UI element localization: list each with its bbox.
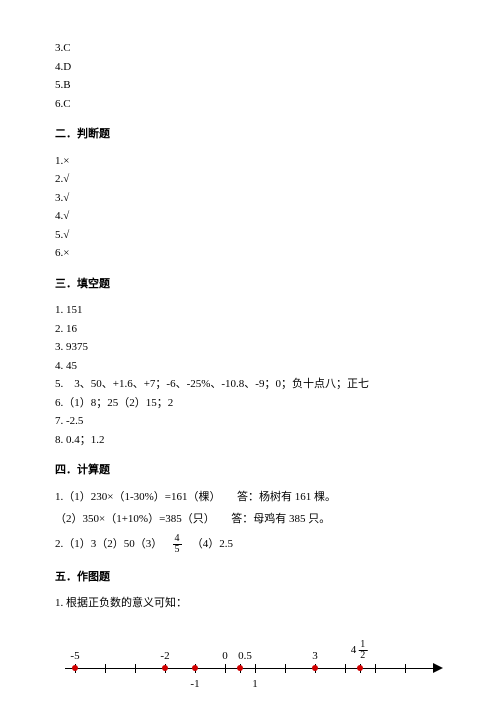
calc-line: 2.（1）3（2）50（3） 4 5 （4）2.5 xyxy=(55,534,445,555)
tick-label: 412 xyxy=(351,640,370,661)
answer-line: 6.C xyxy=(55,96,445,113)
fraction: 4 5 xyxy=(173,534,182,555)
tick-mark xyxy=(375,664,376,673)
answer-val: D xyxy=(63,61,71,73)
tick-label: 0.5 xyxy=(238,648,252,665)
judge-num: 5. xyxy=(55,229,63,241)
tick-label: 1 xyxy=(252,676,258,693)
answer-num: 6. xyxy=(55,98,63,110)
judge-block: 1.× 2.√ 3.√ 4.√ 5.√ 6.× xyxy=(55,153,445,262)
fill-line: 6.（1）8；25（2）15；2 xyxy=(55,395,445,412)
section-heading-judge: 二．判断题 xyxy=(55,126,445,143)
answer-val: C xyxy=(63,98,70,110)
answer-val: C xyxy=(63,42,70,54)
tick-label: 0 xyxy=(222,648,228,665)
tick-mark xyxy=(255,664,256,673)
judge-num: 3. xyxy=(55,192,63,204)
calc-line: （2）350×（1+10%）=385（只） 答：母鸡有 385 只。 xyxy=(55,511,445,528)
point-dot xyxy=(312,665,318,671)
tick-mark xyxy=(225,664,226,673)
judge-line: 4.√ xyxy=(55,208,445,225)
judge-num: 6. xyxy=(55,247,63,259)
tick-mark xyxy=(105,664,106,673)
calc-text: （4）2.5 xyxy=(186,538,233,550)
fraction-numerator: 4 xyxy=(173,534,182,545)
tick-mark xyxy=(345,664,346,673)
section-heading-calc: 四．计算题 xyxy=(55,462,445,479)
fill-line: 4. 45 xyxy=(55,358,445,375)
number-line-diagram: -5 -2 -1 0 0.51 3 412 xyxy=(55,630,445,700)
judge-num: 4. xyxy=(55,210,63,222)
fill-block: 1. 151 2. 16 3. 9375 4. 45 5. 3、50、+1.6、… xyxy=(55,302,445,448)
point-dot xyxy=(162,665,168,671)
fill-line: 3. 9375 xyxy=(55,339,445,356)
judge-val: × xyxy=(63,155,69,167)
answer-line: 3.C xyxy=(55,40,445,57)
draw-line: 1. 根据正负数的意义可知： xyxy=(55,595,445,612)
calc-block: 1.（1）230×（1-30%）=161（棵） 答：杨树有 161 棵。 （2）… xyxy=(55,489,445,555)
answer-num: 5. xyxy=(55,79,63,91)
fill-line: 2. 16 xyxy=(55,321,445,338)
judge-line: 2.√ xyxy=(55,171,445,188)
point-dot xyxy=(192,665,198,671)
judge-val: × xyxy=(63,247,69,259)
answer-val: B xyxy=(63,79,70,91)
tick-label: -1 xyxy=(190,676,199,693)
tick-mark xyxy=(285,664,286,673)
point-dot xyxy=(72,665,78,671)
section-heading-draw: 五．作图题 xyxy=(55,569,445,586)
fill-line: 1. 151 xyxy=(55,302,445,319)
fill-line: 8. 0.4；1.2 xyxy=(55,432,445,449)
judge-num: 2. xyxy=(55,173,63,185)
judge-val: √ xyxy=(63,210,69,222)
point-dot xyxy=(237,665,243,671)
number-line-axis xyxy=(65,668,435,669)
fill-line: 5. 3、50、+1.6、+7；-6、-25%、-10.8、-9；0；负十点八；… xyxy=(55,376,445,393)
calc-line: 1.（1）230×（1-30%）=161（棵） 答：杨树有 161 棵。 xyxy=(55,489,445,506)
fraction-denominator: 5 xyxy=(173,545,182,555)
judge-line: 3.√ xyxy=(55,190,445,207)
tick-label: -2 xyxy=(160,648,169,665)
answer-line: 5.B xyxy=(55,77,445,94)
judge-line: 6.× xyxy=(55,245,445,262)
judge-line: 5.√ xyxy=(55,227,445,244)
answers-block: 3.C 4.D 5.B 6.C xyxy=(55,40,445,112)
judge-num: 1. xyxy=(55,155,63,167)
answer-num: 4. xyxy=(55,61,63,73)
fill-line: 7. -2.5 xyxy=(55,413,445,430)
point-dot xyxy=(357,665,363,671)
calc-text: 2.（1）3（2）50（3） xyxy=(55,538,168,550)
judge-line: 1.× xyxy=(55,153,445,170)
answer-num: 3. xyxy=(55,42,63,54)
judge-val: √ xyxy=(63,229,69,241)
section-heading-fill: 三．填空题 xyxy=(55,276,445,293)
tick-mark xyxy=(135,664,136,673)
tick-label: 3 xyxy=(312,648,318,665)
judge-val: √ xyxy=(63,173,69,185)
judge-val: √ xyxy=(63,192,69,204)
answer-line: 4.D xyxy=(55,59,445,76)
tick-mark xyxy=(405,664,406,673)
number-line-arrow-icon xyxy=(433,663,443,673)
tick-label: -5 xyxy=(70,648,79,665)
